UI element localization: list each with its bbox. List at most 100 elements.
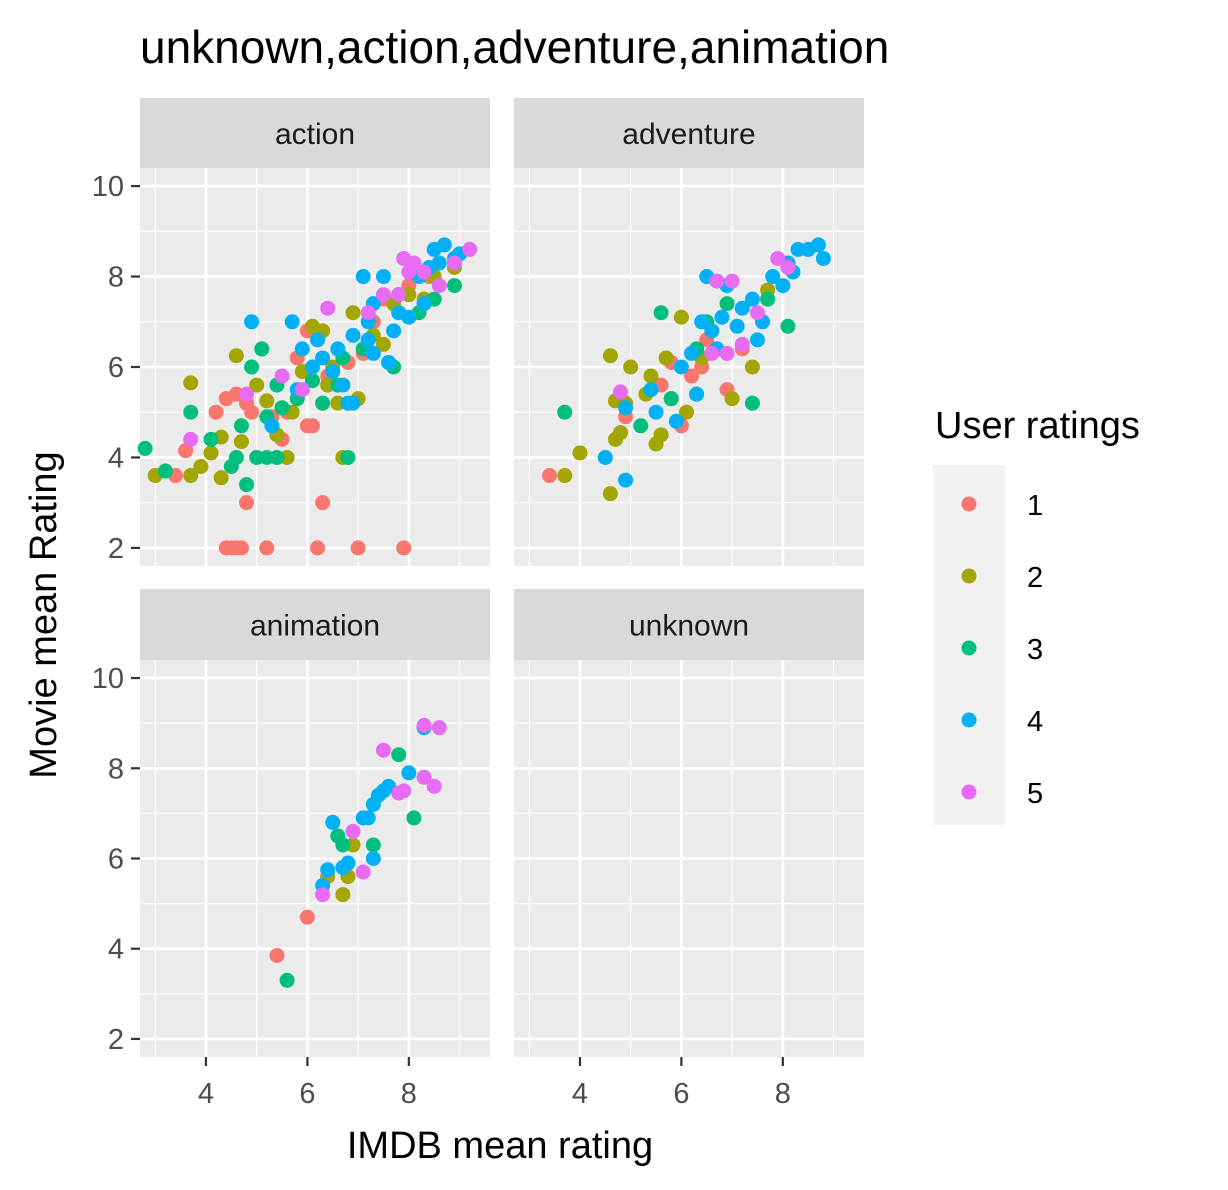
data-point — [618, 400, 634, 416]
data-point — [396, 783, 412, 799]
data-point — [335, 377, 351, 393]
y-tick-label: 10 — [92, 663, 124, 695]
data-point — [684, 368, 700, 384]
data-point — [719, 345, 735, 361]
data-point — [345, 305, 361, 321]
y-tick-label: 4 — [108, 442, 124, 474]
data-point — [315, 395, 331, 411]
data-point — [310, 332, 326, 348]
data-point — [724, 391, 740, 407]
data-point — [259, 393, 275, 409]
x-tick-label: 4 — [572, 1078, 588, 1110]
data-point — [274, 368, 290, 384]
facet-strip — [140, 589, 490, 660]
data-point — [391, 287, 407, 303]
y-tick-label: 6 — [108, 352, 124, 384]
y-tick-label: 2 — [108, 1024, 124, 1056]
data-point — [406, 810, 422, 826]
data-point — [274, 400, 290, 416]
data-point — [446, 278, 462, 294]
legend-key-2 — [961, 568, 977, 584]
data-point — [729, 318, 745, 334]
data-point — [653, 305, 669, 321]
data-point — [375, 742, 391, 758]
data-point — [689, 386, 705, 402]
data-point — [183, 404, 199, 420]
data-point — [643, 368, 659, 384]
data-point — [557, 404, 573, 420]
data-point — [381, 354, 397, 370]
data-point — [360, 305, 376, 321]
data-point — [648, 404, 664, 420]
data-point — [294, 341, 310, 357]
data-point — [602, 486, 618, 502]
data-point — [249, 377, 265, 393]
data-point — [203, 445, 219, 461]
data-point — [360, 332, 376, 348]
data-point — [294, 382, 310, 398]
data-point — [335, 837, 351, 853]
data-point — [183, 375, 199, 391]
data-point — [386, 323, 402, 339]
data-point — [304, 359, 320, 375]
data-point — [375, 287, 391, 303]
data-point — [724, 273, 740, 289]
data-point — [770, 250, 786, 266]
x-tick-label: 8 — [401, 1078, 417, 1110]
data-point — [749, 332, 765, 348]
facet-strip-label: action — [275, 118, 355, 151]
data-point — [233, 540, 249, 556]
data-point — [233, 418, 249, 434]
data-point — [416, 717, 432, 733]
data-point — [431, 278, 447, 294]
data-point — [446, 255, 462, 271]
data-point — [345, 395, 361, 411]
data-point — [315, 495, 331, 511]
facet-strip — [140, 98, 490, 168]
data-point — [304, 418, 320, 434]
legend: User ratings 1 2 3 4 5 — [933, 405, 1140, 825]
data-point — [244, 359, 260, 375]
data-point — [673, 359, 689, 375]
data-point — [320, 300, 336, 316]
y-tick-label: 4 — [108, 934, 124, 966]
data-point — [345, 823, 361, 839]
data-point — [684, 345, 700, 361]
data-point — [653, 427, 669, 443]
data-point — [365, 345, 381, 361]
data-point — [208, 404, 224, 420]
data-point — [264, 418, 280, 434]
data-point — [613, 384, 629, 400]
data-point — [375, 783, 391, 799]
legend-key-4 — [961, 712, 977, 728]
data-point — [815, 250, 831, 266]
data-point — [355, 864, 371, 880]
data-point — [416, 769, 432, 785]
facet-strip-label: adventure — [622, 118, 755, 151]
data-point — [279, 972, 295, 988]
data-point — [760, 291, 776, 307]
y-tick-label: 10 — [92, 171, 124, 203]
y-tick-label: 6 — [108, 844, 124, 876]
data-point — [228, 449, 244, 465]
data-point — [719, 296, 735, 312]
data-point — [673, 309, 689, 325]
x-axis-title: IMDB mean rating — [347, 1125, 653, 1167]
data-point — [299, 909, 315, 925]
data-point — [325, 364, 341, 380]
data-point — [416, 264, 432, 280]
facet-panel-animation: animation 2 4 6 8 10 4 6 8 — [92, 589, 490, 1110]
data-point — [254, 341, 270, 357]
data-point — [178, 443, 194, 459]
legend-label: 4 — [1027, 706, 1043, 738]
data-point — [678, 404, 694, 420]
data-point — [391, 747, 407, 763]
data-point — [360, 810, 376, 826]
data-point — [325, 814, 341, 830]
legend-title: User ratings — [935, 405, 1140, 447]
data-point — [239, 495, 255, 511]
data-point — [375, 269, 391, 285]
data-point — [244, 404, 260, 420]
data-point — [335, 887, 351, 903]
data-point — [744, 395, 760, 411]
